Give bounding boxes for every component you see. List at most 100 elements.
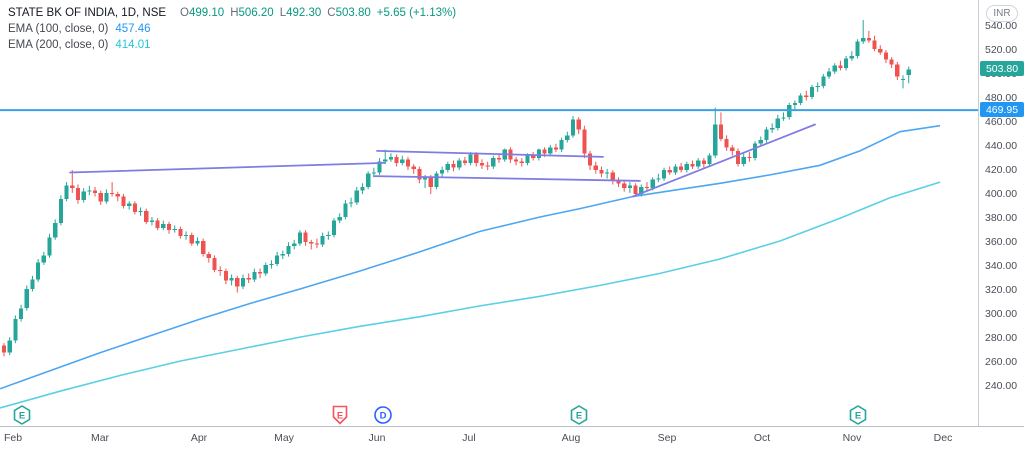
price-badge: 469.95 — [980, 102, 1024, 118]
candlestick-chart[interactable] — [0, 0, 978, 426]
candle-body — [861, 38, 866, 42]
candle-body — [872, 40, 877, 49]
ema200-label[interactable]: EMA (200, close, 0) — [8, 39, 109, 51]
month-label-apr: Apr — [190, 432, 208, 444]
candle-body — [132, 203, 137, 213]
time-axis[interactable]: Feb Mar Apr May Jun Jul Aug Sep Oct Nov Dec — [0, 426, 1024, 451]
candle-body — [30, 279, 35, 289]
candle-body — [479, 162, 485, 166]
candle-wick — [413, 164, 415, 174]
candle-body — [161, 224, 166, 228]
ema100-label[interactable]: EMA (100, close, 0) — [8, 23, 109, 35]
candle-body — [263, 265, 268, 274]
candle-body — [525, 155, 530, 163]
candle-body — [610, 172, 615, 181]
candle-body — [229, 278, 234, 281]
trendline[interactable] — [376, 149, 604, 158]
candle-body — [212, 257, 217, 270]
price-tick-label: 360.00 — [985, 236, 1018, 249]
candle-body — [661, 170, 667, 179]
candle-body — [468, 154, 473, 163]
candle-body — [667, 170, 672, 173]
candle-body — [536, 149, 541, 159]
candle-body — [718, 124, 724, 139]
candle-body — [377, 161, 382, 173]
month-label-feb: Feb — [3, 432, 23, 444]
earnings-event-icon[interactable]: E — [13, 405, 31, 425]
candle-body — [206, 254, 211, 258]
candle-body — [764, 129, 769, 141]
candle-body — [616, 180, 621, 184]
candle-body — [366, 173, 371, 187]
close-value: 503.80 — [335, 7, 371, 19]
candle-body — [149, 220, 155, 222]
trendline[interactable] — [373, 175, 641, 182]
ema100-line[interactable] — [0, 124, 941, 390]
candle-body — [98, 192, 103, 202]
currency-button[interactable]: INR — [986, 5, 1018, 22]
candle-body — [411, 166, 416, 169]
candle-body — [735, 150, 741, 165]
candle-body — [826, 71, 832, 77]
price-tick-label: 480.00 — [985, 92, 1018, 105]
dividend-event-icon[interactable]: D — [374, 405, 392, 425]
svg-text:D: D — [380, 411, 387, 422]
price-tick-label: 240.00 — [985, 380, 1018, 393]
candlestick-chart-pane[interactable]: STATE BK OF INDIA, 1D, NSE O499.10 H506.20… — [0, 0, 978, 426]
candle-body — [855, 41, 860, 56]
candle-body — [189, 235, 194, 244]
candle-body — [815, 86, 820, 88]
earnings-event-icon[interactable]: E — [849, 405, 867, 425]
ema200-value: 414.01 — [115, 39, 151, 51]
indicator-row-ema100[interactable]: EMA (100, close, 0) 457.46 — [8, 21, 456, 37]
candle-body — [201, 241, 206, 255]
candle-body — [121, 196, 126, 207]
candle-body — [331, 220, 337, 235]
candle-body — [394, 156, 399, 163]
price-tick-label: 400.00 — [985, 188, 1018, 201]
price-axis[interactable]: INR 540.00520.00500.00480.00460.00440.00… — [978, 0, 1024, 426]
candle-body — [47, 237, 52, 256]
chart-legend: STATE BK OF INDIA, 1D, NSE O499.10 H506.20… — [8, 5, 456, 53]
symbol-row[interactable]: STATE BK OF INDIA, 1D, NSE O499.10 H506.20… — [8, 5, 456, 21]
trendline[interactable] — [632, 123, 816, 198]
candle-body — [18, 308, 24, 320]
candle-body — [821, 76, 826, 86]
candle-body — [223, 271, 229, 281]
ema200-line[interactable] — [0, 181, 941, 409]
month-label-jul: Jul — [462, 432, 476, 444]
candle-body — [348, 202, 354, 204]
candle-body — [360, 186, 365, 191]
earnings-event-icon[interactable]: E — [570, 405, 588, 425]
candle-body — [593, 165, 598, 171]
candle-body — [320, 236, 325, 245]
candle-body — [838, 65, 843, 68]
candle-body — [531, 155, 536, 159]
candle-body — [639, 186, 644, 195]
earnings-event-icon[interactable]: E — [331, 405, 349, 425]
candle-body — [514, 159, 519, 162]
candle-body — [587, 153, 593, 166]
high-label: H — [230, 7, 239, 19]
symbol-title[interactable]: STATE BK OF INDIA, 1D, NSE — [8, 7, 167, 19]
trendline[interactable] — [69, 161, 386, 174]
candle-body — [104, 192, 109, 202]
candle-body — [257, 272, 263, 274]
candle-body — [809, 87, 815, 97]
indicator-row-ema200[interactable]: EMA (200, close, 0) 414.01 — [8, 37, 456, 53]
candle-body — [64, 185, 69, 199]
ema100-value: 457.46 — [115, 23, 151, 35]
candle-body — [900, 78, 906, 80]
candle-body — [758, 140, 763, 144]
candle-body — [832, 65, 837, 72]
svg-text:E: E — [576, 411, 582, 422]
candle-body — [451, 164, 456, 168]
candle-body — [906, 69, 911, 75]
candle-body — [713, 124, 718, 156]
candle-body — [337, 217, 342, 221]
candle-body — [434, 173, 439, 187]
candle-wick — [384, 149, 386, 165]
svg-text:E: E — [337, 411, 343, 422]
candle-body — [559, 140, 564, 150]
